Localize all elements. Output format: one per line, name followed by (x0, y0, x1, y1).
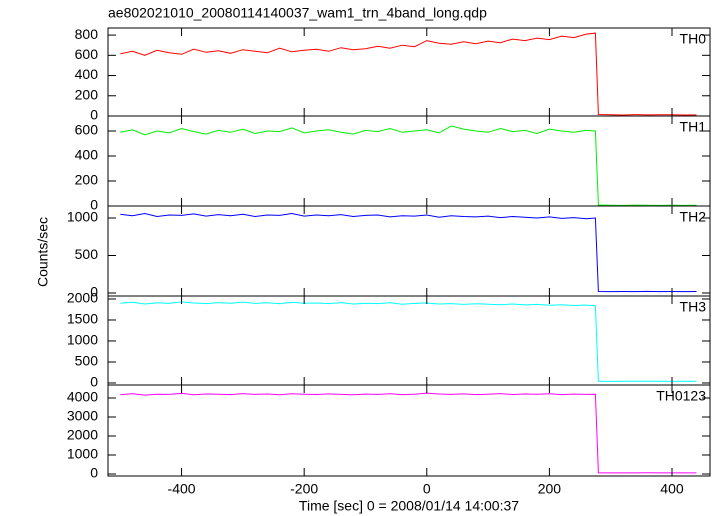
y-tick-label: 4000 (67, 389, 98, 405)
y-axis-label: Counts/sec (35, 217, 51, 287)
y-tick-label: 500 (75, 246, 99, 262)
y-tick-label: 200 (75, 172, 99, 188)
series-name: TH0123 (656, 388, 706, 404)
series-line (120, 125, 697, 206)
x-tick-label: -200 (290, 481, 318, 497)
y-tick-label: 0 (90, 284, 98, 300)
y-tick-label: 600 (75, 122, 99, 138)
y-tick-label: 400 (75, 147, 99, 163)
y-tick-label: 500 (75, 353, 99, 369)
panel-frame (107, 115, 711, 207)
series-line (120, 32, 697, 116)
panel-frame (107, 205, 711, 297)
series-line (120, 301, 697, 382)
panel-frame (107, 27, 711, 117)
y-tick-label: 0 (90, 197, 98, 213)
y-tick-label: 1000 (67, 446, 98, 462)
y-tick-label: 400 (75, 66, 99, 82)
y-tick-label: 0 (90, 374, 98, 390)
y-tick-label: 2000 (67, 290, 98, 306)
series-name: TH0 (680, 31, 707, 47)
series-name: TH2 (680, 209, 707, 225)
y-tick-label: 3000 (67, 408, 98, 424)
y-tick-label: 1000 (67, 209, 98, 225)
y-tick-label: 2000 (67, 427, 98, 443)
series-name: TH3 (680, 299, 707, 315)
x-tick-label: -400 (168, 481, 196, 497)
y-tick-label: 800 (75, 26, 99, 42)
panel-frame (107, 295, 711, 386)
y-tick-label: 0 (90, 107, 98, 123)
chart-title: ae802021010_20080114140037_wam1_trn_4ban… (108, 5, 487, 21)
x-tick-label: 200 (538, 481, 562, 497)
series-line (120, 212, 697, 293)
x-tick-label: 400 (660, 481, 684, 497)
x-tick-label: 0 (423, 481, 431, 497)
y-tick-label: 200 (75, 86, 99, 102)
y-tick-label: 600 (75, 46, 99, 62)
panel-frame (107, 384, 711, 477)
y-tick-label: 1000 (67, 332, 98, 348)
x-axis-label: Time [sec] 0 = 2008/01/14 14:00:37 (299, 498, 519, 514)
y-tick-label: 1500 (67, 311, 98, 327)
series-name: TH1 (680, 119, 707, 135)
y-tick-label: 0 (90, 465, 98, 481)
series-line (120, 392, 697, 474)
